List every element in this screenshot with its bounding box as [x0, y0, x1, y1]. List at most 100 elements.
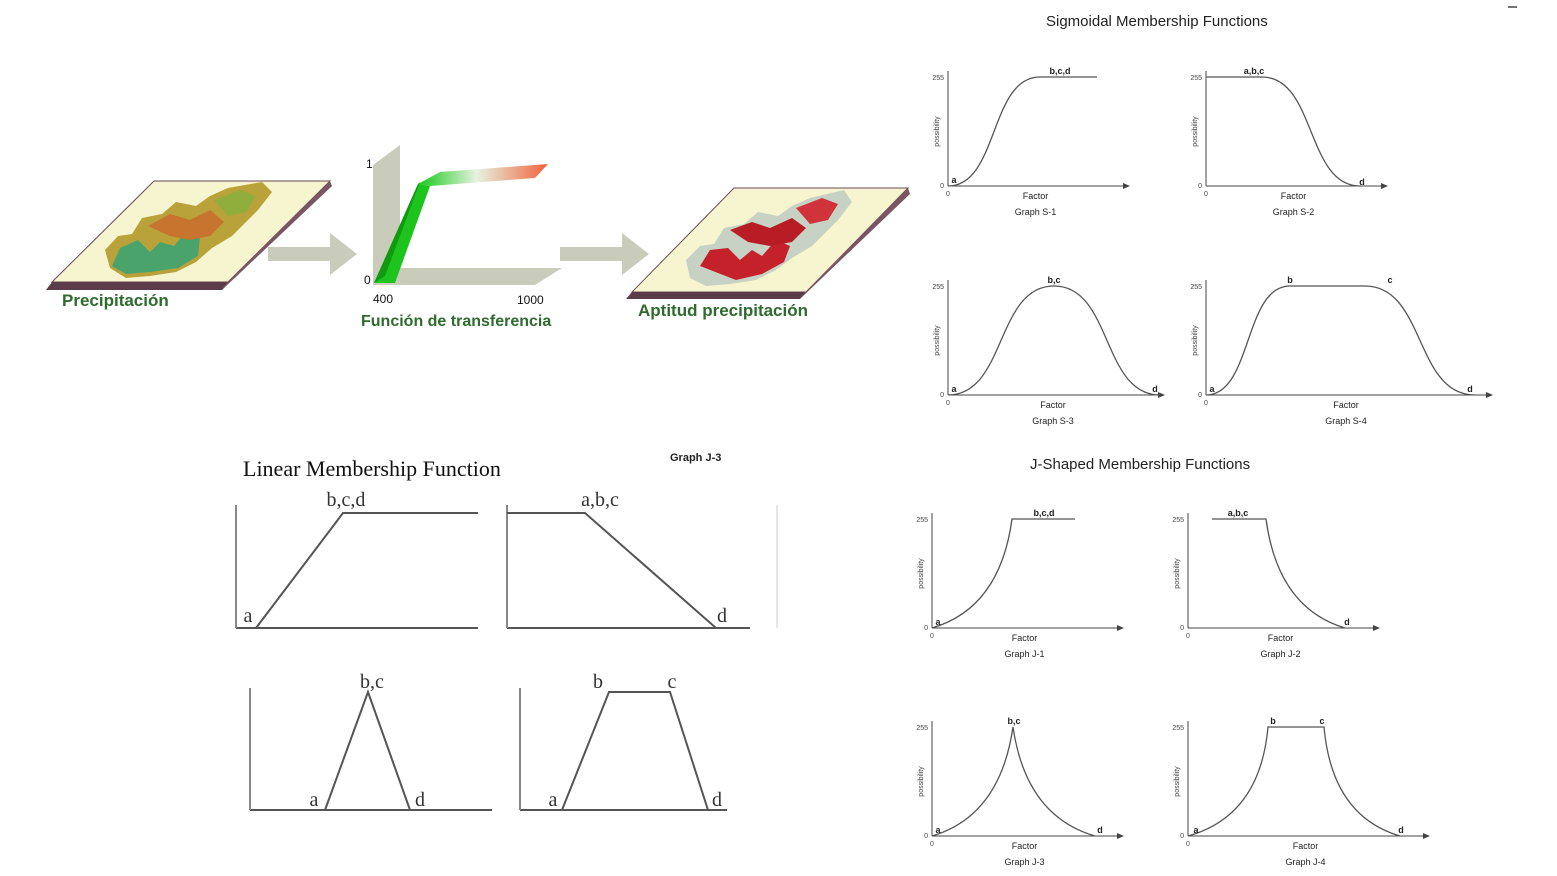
- y-max-label: 255: [1190, 75, 1202, 82]
- y-max-label: 255: [1172, 725, 1184, 732]
- point-label: a: [951, 384, 957, 394]
- x-zero-label: 0: [930, 633, 934, 640]
- point-label: a,b,c: [581, 489, 619, 511]
- x-zero-label: 0: [1186, 633, 1190, 640]
- y-max-label: 255: [932, 75, 944, 82]
- y-max-label: 255: [916, 517, 928, 524]
- y-min-label: 0: [924, 833, 928, 840]
- point-label: b,c,d: [1033, 508, 1054, 518]
- point-label: a: [935, 825, 941, 835]
- membership-curve: [947, 285, 1161, 396]
- y-axis-label: possibility: [1174, 558, 1181, 589]
- membership-curve: [1205, 285, 1476, 396]
- graph-s1: 255 00 possibility Factor Graph S-1 a b,c,d: [932, 66, 1130, 217]
- x-axis-arrowhead: [1381, 183, 1388, 189]
- point-label: d: [1359, 177, 1365, 187]
- graph-caption: Graph S-3: [1032, 416, 1074, 426]
- transfer-x-right: 1000: [517, 293, 544, 307]
- linear-title: Linear Membership Function: [243, 456, 501, 481]
- y-axis-label: possibility: [1192, 325, 1199, 356]
- x-axis-label: Factor: [1293, 841, 1319, 851]
- x-zero-label: 0: [930, 841, 934, 848]
- graph-linear-4: a b c d: [519, 671, 727, 811]
- membership-curve: [947, 76, 1097, 187]
- point-label: a: [549, 789, 558, 811]
- graph-linear-1: a b,c,d: [235, 489, 478, 629]
- y-min-label: 0: [1180, 625, 1184, 632]
- point-label: b,c: [1047, 275, 1060, 285]
- x-zero-label: 0: [1204, 191, 1208, 198]
- x-axis-label: Factor: [1012, 841, 1038, 851]
- membership-curve: [1187, 726, 1401, 837]
- y-axis-label: possibility: [1192, 116, 1199, 147]
- graph-j4: 255 00 possibility Factor Graph J-4 a b c d: [1172, 716, 1430, 867]
- membership-line: [324, 689, 411, 811]
- x-zero-label: 0: [946, 400, 950, 407]
- x-axis-arrowhead: [1123, 183, 1130, 189]
- graph-caption: Graph J-2: [1260, 649, 1300, 659]
- point-label: b: [1270, 716, 1276, 726]
- x-axis-label: Factor: [1268, 633, 1294, 643]
- transfer-y-bottom: 0: [364, 273, 371, 287]
- membership-line: [561, 691, 709, 811]
- point-label: b,c,d: [327, 489, 366, 511]
- x-axis-label: Factor: [1333, 400, 1359, 410]
- point-label: b: [1287, 275, 1293, 285]
- transfer-x-left: 400: [373, 292, 394, 306]
- y-max-label: 255: [932, 284, 944, 291]
- point-label: a: [244, 605, 253, 627]
- point-label: a: [1209, 384, 1215, 394]
- membership-curve: [931, 726, 1096, 837]
- y-max-label: 255: [1190, 284, 1202, 291]
- graph-caption: Graph J-4: [1285, 857, 1325, 867]
- x-axis-arrowhead: [1423, 833, 1430, 839]
- transfer-y-top: 1: [366, 157, 373, 171]
- point-label: b,c: [360, 671, 384, 693]
- y-max-label: 255: [916, 725, 928, 732]
- point-label: a,b,c: [1244, 66, 1265, 76]
- y-max-label: 255: [1172, 517, 1184, 524]
- precipitation-map: [46, 180, 332, 290]
- graph-j3: 255 00 possibility Factor Graph J-3 a b,c d: [916, 716, 1124, 867]
- corner-mark: [1508, 6, 1517, 8]
- point-label: d: [415, 789, 425, 811]
- graph-j2: 255 00 possibility Factor Graph J-2 a,b,c d: [1172, 508, 1380, 659]
- point-label: a: [310, 789, 319, 811]
- graph-s4: 255 00 possibility Factor Graph S-4 a b c d: [1190, 275, 1493, 426]
- x-axis-arrowhead: [1373, 625, 1380, 631]
- point-label: d: [1152, 384, 1158, 394]
- graph-linear-3: a b,c d: [249, 671, 492, 811]
- y-min-label: 0: [924, 625, 928, 632]
- transfer-function-chart: [373, 145, 562, 285]
- point-label: c: [668, 671, 677, 693]
- x-axis-label: Factor: [1012, 633, 1038, 643]
- point-label: a: [935, 617, 941, 627]
- graph-s3: 255 00 possibility Factor Graph S-3 a b,c d: [932, 275, 1165, 426]
- graph-caption: Graph J-3: [1004, 857, 1044, 867]
- y-min-label: 0: [940, 183, 944, 190]
- x-zero-label: 0: [1204, 400, 1208, 407]
- y-axis-label: possibility: [934, 325, 941, 356]
- membership-curve: [931, 518, 1075, 629]
- point-label: d: [717, 605, 727, 627]
- arrow-1: [268, 233, 357, 275]
- graph-s2: 255 00 possibility Factor Graph S-2 a,b,c d: [1190, 66, 1388, 217]
- point-label: a,b,c: [1228, 508, 1249, 518]
- y-axis-label: possibility: [1174, 766, 1181, 797]
- membership-curve: [1212, 518, 1346, 629]
- y-min-label: 0: [1198, 392, 1202, 399]
- x-axis-arrowhead: [1486, 392, 1493, 398]
- membership-curve: [1206, 76, 1361, 187]
- linear-overlay-caption: Graph J-3: [670, 452, 722, 464]
- x-axis-label: Factor: [1023, 191, 1049, 201]
- y-min-label: 0: [1180, 833, 1184, 840]
- sigmoidal-title: Sigmoidal Membership Functions: [1046, 13, 1268, 30]
- membership-line: [255, 512, 478, 629]
- y-min-label: 0: [940, 392, 944, 399]
- x-axis-arrowhead: [1117, 833, 1124, 839]
- x-axis-label: Factor: [1281, 191, 1307, 201]
